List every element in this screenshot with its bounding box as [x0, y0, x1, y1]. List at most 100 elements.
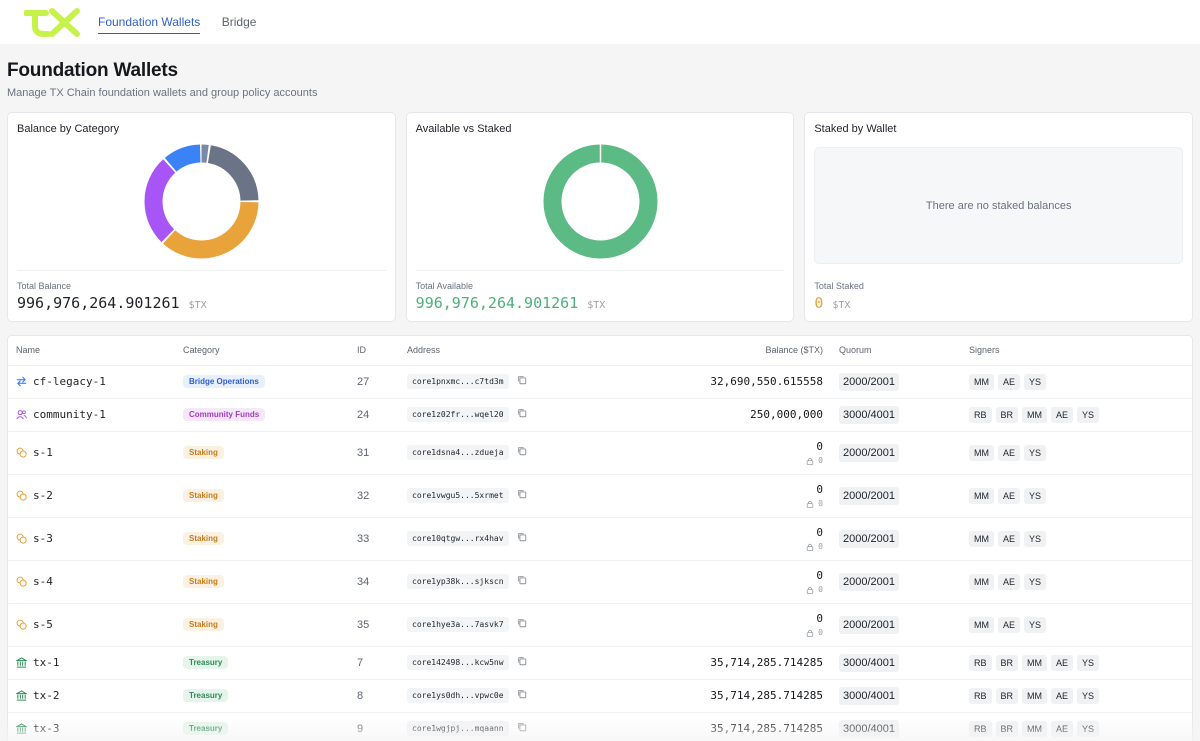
- table-row[interactable]: s-5 Staking 35 core1hye3a...7asvk7 0 0 2000/20…: [8, 603, 1192, 647]
- table-row[interactable]: s-2 Staking 32 core1vwgu5...5xrmet 0 0 2000/20…: [8, 474, 1192, 518]
- wallet-name[interactable]: tx-3: [33, 722, 60, 735]
- total-staked: Total Staked 0 $TX: [814, 281, 864, 312]
- signer-badge: RB: [969, 687, 992, 704]
- currency-unit: $TX: [587, 300, 606, 311]
- wallets-table-card: Name Category ID Address Balance ($TX) Q…: [7, 335, 1193, 741]
- table-row[interactable]: community-1 Community Funds 24 core1z02fr..…: [8, 398, 1192, 432]
- wallet-name[interactable]: tx-1: [33, 656, 60, 669]
- wallet-name[interactable]: tx-2: [33, 689, 60, 702]
- column-header-balance[interactable]: Balance ($TX): [549, 336, 831, 366]
- signer-badge: BR: [995, 654, 1019, 671]
- coins-icon: [16, 447, 33, 458]
- table-row[interactable]: tx-2 Treasury 8 core1ys0dh...vpwc0e 35,714,2…: [8, 679, 1192, 713]
- signers-cell: MM AE YS: [961, 365, 1192, 399]
- total-balance-label: Total Balance: [17, 281, 72, 291]
- donut-slice-community-funds[interactable]: [144, 144, 259, 259]
- quorum-cell: 2000/2001: [831, 365, 961, 399]
- table-row[interactable]: tx-1 Treasury 7 core142498...kcw5nw 35,714,2…: [8, 646, 1192, 680]
- signer-badge: YS: [1077, 406, 1100, 423]
- copy-icon[interactable]: [517, 375, 527, 388]
- balance-value: 250,000,000: [750, 408, 823, 421]
- address-text: core1dsna4...zdueja: [407, 445, 509, 460]
- copy-icon[interactable]: [517, 408, 527, 421]
- address-text: core1yp38k...sjkscn: [407, 574, 509, 589]
- total-staked-label: Total Staked: [814, 281, 864, 291]
- locked-value: 0: [818, 542, 823, 551]
- copy-icon[interactable]: [517, 446, 527, 459]
- quorum-cell: 2000/2001: [831, 474, 961, 518]
- category-cell: Staking: [175, 517, 349, 561]
- copy-icon[interactable]: [517, 618, 527, 631]
- total-available-value: 996,976,264.901261: [415, 294, 579, 312]
- balance-cell: 35,714,285.714285: [549, 646, 831, 680]
- name-cell: tx-2: [8, 679, 175, 713]
- category-cell: Staking: [175, 474, 349, 518]
- wallet-name[interactable]: s-1: [33, 446, 53, 459]
- signer-badge: YS: [1024, 444, 1047, 461]
- page-content: Foundation Wallets Manage TX Chain found…: [0, 44, 1200, 741]
- signer-badge: AE: [1051, 720, 1074, 737]
- column-header-signers[interactable]: Signers: [961, 336, 1192, 366]
- page-subtitle: Manage TX Chain foundation wallets and g…: [7, 87, 318, 99]
- copy-icon[interactable]: [517, 722, 527, 735]
- tab-foundation-wallets[interactable]: Foundation Wallets: [98, 11, 201, 34]
- wallet-name[interactable]: s-5: [33, 618, 53, 631]
- category-badge: Staking: [183, 446, 224, 459]
- signer-badge: MM: [1022, 406, 1048, 423]
- column-header-category[interactable]: Category: [175, 336, 349, 366]
- column-header-name[interactable]: Name: [8, 336, 175, 366]
- coins-icon: [16, 490, 33, 501]
- address-text: core1z02fr...wqel20: [407, 407, 509, 422]
- wallet-name[interactable]: community-1: [33, 408, 106, 421]
- donut-slice-bridge-operations[interactable]: [144, 144, 259, 259]
- signer-badge: AE: [1051, 406, 1074, 423]
- total-available: Total Available 996,976,264.901261 $TX: [416, 281, 606, 312]
- table-row[interactable]: s-1 Staking 31 core1dsna4...zdueja 0 0 2000/20…: [8, 431, 1192, 475]
- column-header-id[interactable]: ID: [349, 336, 399, 366]
- wallet-name[interactable]: cf-legacy-1: [33, 375, 106, 388]
- signer-badge: AE: [998, 530, 1021, 547]
- quorum-cell: 2000/2001: [831, 431, 961, 475]
- wallet-name[interactable]: s-4: [33, 575, 53, 588]
- wallet-name[interactable]: s-2: [33, 489, 53, 502]
- column-header-quorum[interactable]: Quorum: [831, 336, 961, 366]
- table-row[interactable]: cf-legacy-1 Bridge Operations 27 core1pnxmc…: [8, 365, 1192, 399]
- balance-value: 0: [816, 569, 823, 582]
- column-header-address[interactable]: Address: [399, 336, 549, 366]
- table-body: cf-legacy-1 Bridge Operations 27 core1pnxmc…: [8, 365, 1192, 741]
- signer-badge: YS: [1024, 373, 1047, 390]
- wallets-table: Name Category ID Address Balance ($TX) Q…: [8, 336, 1192, 741]
- wallet-name[interactable]: s-3: [33, 532, 53, 545]
- address-cell: core1pnxmc...c7td3m: [399, 365, 549, 399]
- copy-icon[interactable]: [517, 689, 527, 702]
- copy-icon[interactable]: [517, 575, 527, 588]
- tx-logo-icon[interactable]: [24, 6, 82, 38]
- table-row[interactable]: s-4 Staking 34 core1yp38k...sjkscn 0 0 2000/20…: [8, 560, 1192, 604]
- signers-cell: MM AE YS: [961, 431, 1192, 475]
- locked-balance: 0: [557, 499, 823, 508]
- address-cell: core1hye3a...7asvk7: [399, 603, 549, 647]
- divider: [415, 270, 785, 271]
- category-cell: Treasury: [175, 679, 349, 713]
- currency-unit: $TX: [188, 300, 207, 311]
- copy-icon[interactable]: [517, 489, 527, 502]
- available-vs-staked-chart[interactable]: [538, 139, 663, 264]
- quorum-badge: 2000/2001: [839, 372, 899, 391]
- copy-icon[interactable]: [517, 532, 527, 545]
- signers-cell: MM AE YS: [961, 560, 1192, 604]
- tab-bridge[interactable]: Bridge: [221, 14, 257, 29]
- balance-by-category-chart[interactable]: [139, 139, 264, 264]
- address-cell: core1dsna4...zdueja: [399, 431, 549, 475]
- table-row[interactable]: tx-3 Treasury 9 core1wgjpj...mqaann 35,714,2…: [8, 712, 1192, 741]
- donut-slice-available[interactable]: [543, 144, 657, 259]
- quorum-badge: 2000/2001: [839, 572, 899, 591]
- donut-slice-staking[interactable]: [144, 144, 259, 259]
- id-cell: 32: [349, 474, 399, 518]
- swap-arrows-icon: [16, 376, 33, 387]
- copy-icon[interactable]: [517, 656, 527, 669]
- signers-cell: MM AE YS: [961, 517, 1192, 561]
- quorum-badge: 2000/2001: [839, 615, 899, 634]
- table-row[interactable]: s-3 Staking 33 core10qtgw...rx4hav 0 0 2000/20…: [8, 517, 1192, 561]
- category-cell: Treasury: [175, 712, 349, 741]
